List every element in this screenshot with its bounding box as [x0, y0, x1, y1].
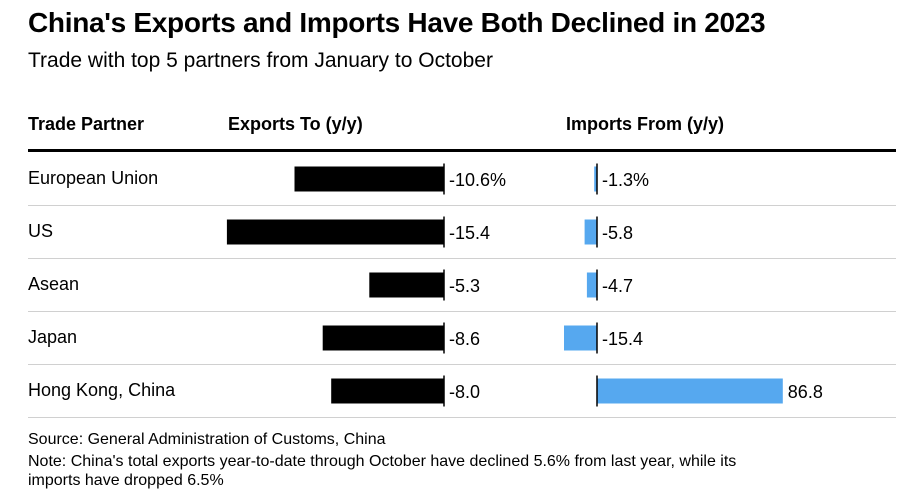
column-header-imports: Imports From (y/y): [566, 114, 725, 134]
column-header-exports: Exports To (y/y): [228, 114, 363, 134]
imports-value-label: -1.3%: [602, 170, 649, 190]
footnote-line-2: imports have dropped 6.5%: [28, 472, 224, 489]
imports-value-label: -4.7: [602, 276, 633, 296]
row-separator: [28, 205, 896, 206]
row-separator: [28, 258, 896, 259]
exports-bar: [322, 325, 444, 351]
imports-bar: [594, 166, 597, 192]
exports-value-label: -10.6%: [449, 170, 506, 190]
imports-value-label: -15.4: [602, 329, 643, 349]
column-header-trade-partner: Trade Partner: [28, 114, 145, 134]
exports-bar: [331, 378, 444, 404]
row-separator: [28, 311, 896, 312]
partner-label: Japan: [28, 327, 78, 347]
exports-value-label: -15.4: [449, 223, 490, 243]
imports-bar: [584, 219, 597, 245]
exports-value-label: -8.6: [449, 329, 480, 349]
partner-label: Asean: [28, 274, 80, 294]
partner-label: European Union: [28, 168, 159, 188]
partner-label: Hong Kong, China: [28, 380, 176, 400]
exports-value-label: -5.3: [449, 276, 480, 296]
source-note: Source: General Administration of Custom…: [28, 431, 386, 448]
exports-bar: [226, 219, 444, 245]
row-separator: [28, 364, 896, 365]
imports-value-label: 86.8: [788, 382, 823, 402]
footnote-line-1: Note: China's total exports year-to-date…: [28, 453, 737, 470]
imports-bar: [586, 272, 597, 298]
imports-bar: [597, 378, 783, 404]
header-rule: [28, 149, 896, 152]
partner-label: US: [28, 221, 54, 241]
imports-bar: [564, 325, 597, 351]
imports-value-label: -5.8: [602, 223, 633, 243]
exports-bar: [294, 166, 444, 192]
row-separator: [28, 417, 896, 418]
chart-title: China's Exports and Imports Have Both De…: [28, 7, 766, 38]
exports-bar: [369, 272, 444, 298]
chart-subtitle: Trade with top 5 partners from January t…: [28, 49, 493, 72]
exports-value-label: -8.0: [449, 382, 480, 402]
